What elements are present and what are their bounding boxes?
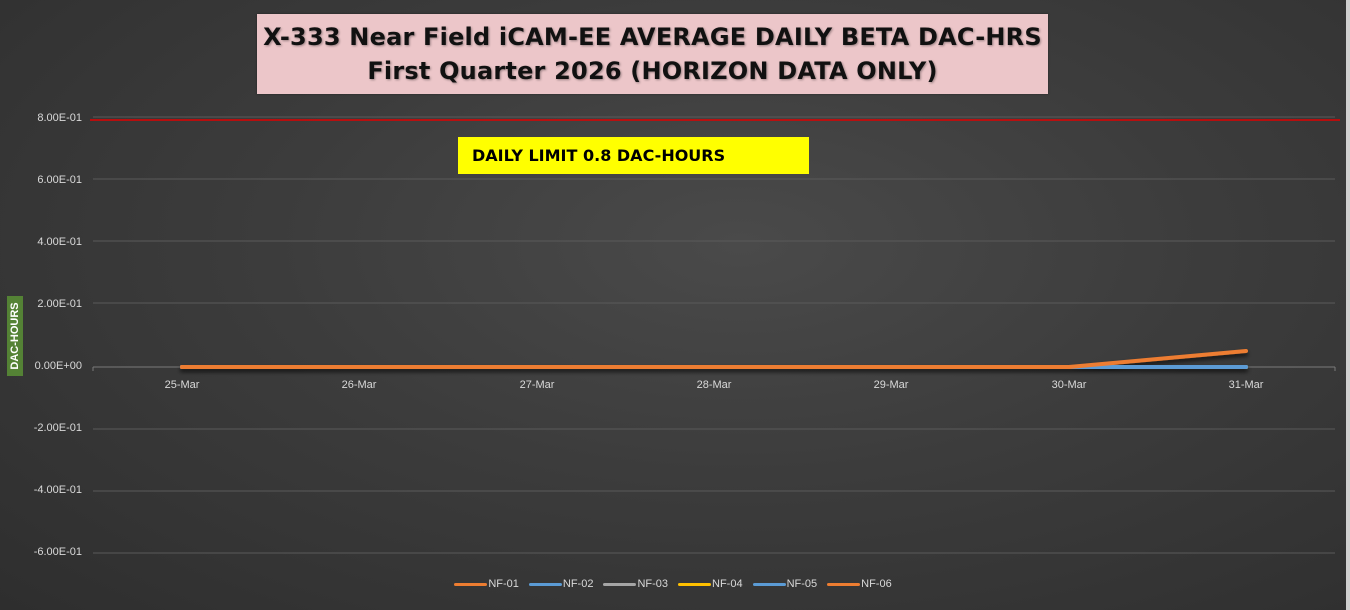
daily-limit-label: DAILY LIMIT 0.8 DAC-HOURS [472,146,726,165]
y-tick-label: 4.00E-01 [37,236,82,248]
legend-label: NF-05 [786,578,818,590]
window-edge [1346,0,1350,610]
y-tick-label: -6.00E-01 [33,546,82,558]
legend-item-nf-06[interactable]: NF-06 [827,578,892,590]
legend-item-nf-02[interactable]: NF-02 [528,578,594,590]
legend-swatch [752,582,786,586]
y-axis-title: DAC-HOURS [7,296,23,376]
legend-swatch [528,582,562,586]
y-tick-label: 0.00E+00 [34,360,82,372]
x-tick-label: 28-Mar [696,379,732,391]
legend-swatch [678,582,711,586]
legend-item-nf-03[interactable]: NF-03 [603,578,668,590]
x-tick-label: 29-Mar [873,379,909,391]
legend-swatch [827,582,861,586]
x-tick-label: 27-Mar [519,379,555,391]
daily-limit-annotation: DAILY LIMIT 0.8 DAC-HOURS [458,137,809,174]
chart-title: X-333 Near Field iCAM-EE AVERAGE DAILY B… [257,14,1048,94]
series-nf-06 [180,349,1248,369]
legend-swatch [454,582,488,586]
y-tick-label: 2.00E-01 [37,298,82,310]
legend-swatch [603,582,637,586]
y-tick-label: -4.00E-01 [33,484,82,496]
x-tick-label: 25-Mar [164,379,200,391]
legend-label: NF-03 [637,578,668,590]
legend-item-nf-05[interactable]: NF-05 [752,578,818,590]
y-tick-label: 8.00E-01 [37,112,82,124]
y-tick-label: -2.00E-01 [33,422,82,434]
chart-subtitle: First Quarter 2026 (HORIZON DATA ONLY) [367,57,938,85]
legend-item-nf-01[interactable]: NF-01 [454,578,519,590]
x-tick-label: 30-Mar [1051,379,1087,391]
x-tick-label: 31-Mar [1228,379,1264,391]
legend-item-nf-04[interactable]: NF-04 [678,578,743,590]
legend-label: NF-01 [488,578,519,590]
legend-label: NF-04 [712,578,743,590]
x-tick-label: 26-Mar [341,379,377,391]
legend-label: NF-06 [861,578,892,590]
y-tick-label: 6.00E-01 [37,174,82,186]
gridlines [93,116,1335,554]
legend-label: NF-02 [562,578,594,590]
chart-title-line-1: X-333 Near Field iCAM-EE AVERAGE DAILY B… [263,23,1042,51]
legend: NF-01 NF-02 NF-03 NF-04 NF-05 NF-06 [0,578,1346,590]
